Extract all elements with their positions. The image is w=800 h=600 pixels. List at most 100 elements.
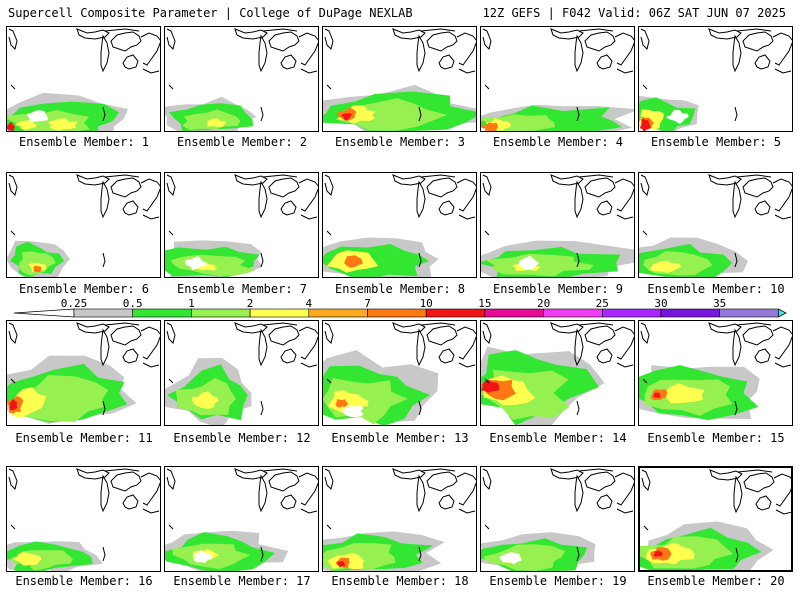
shoreline-mark <box>102 400 106 416</box>
ensemble-member-map-12 <box>164 320 319 426</box>
great-lakes-outline <box>166 28 176 50</box>
great-lakes-outline <box>732 328 742 367</box>
scp-contour-fill <box>9 399 18 411</box>
great-lakes-outline <box>258 34 268 73</box>
great-lakes-outline <box>416 474 426 513</box>
great-lakes-outline <box>426 325 458 346</box>
great-lakes-outline <box>420 28 476 66</box>
great-lakes-outline <box>616 214 634 220</box>
great-lakes-outline <box>420 174 476 212</box>
great-lakes-outline <box>280 54 297 70</box>
scp-contour-fill <box>339 98 448 131</box>
great-lakes-outline <box>742 31 774 52</box>
shoreline-mark <box>102 106 106 122</box>
contour-gap <box>665 109 689 125</box>
great-lakes-outline <box>550 28 584 40</box>
great-lakes-outline <box>392 28 426 40</box>
shoreline-mark <box>642 230 648 236</box>
great-lakes-outline <box>262 28 318 66</box>
ensemble-member-map-18 <box>322 466 477 572</box>
ensemble-member-label: Ensemble Member: 5 <box>650 135 782 149</box>
ensemble-member-map-6 <box>6 172 161 278</box>
shoreline-mark <box>168 230 174 236</box>
colorbar-tick-label: 0.5 <box>123 297 143 310</box>
great-lakes-outline <box>640 322 650 344</box>
great-lakes-outline <box>754 200 771 216</box>
great-lakes-outline <box>482 28 492 50</box>
great-lakes-outline <box>324 28 334 50</box>
great-lakes-outline <box>280 348 297 364</box>
shoreline-mark <box>326 230 332 236</box>
great-lakes-outline <box>596 348 613 364</box>
shoreline-mark <box>643 525 649 531</box>
great-lakes-outline <box>420 322 476 360</box>
great-lakes-outline <box>258 180 268 219</box>
great-lakes-outline <box>596 54 613 70</box>
great-lakes-outline <box>736 322 792 360</box>
great-lakes-outline <box>743 472 775 493</box>
ensemble-member-map-15 <box>638 320 793 426</box>
great-lakes-outline <box>142 362 160 368</box>
great-lakes-outline <box>550 468 584 480</box>
scp-contour-fill <box>664 383 705 404</box>
great-lakes-outline <box>640 174 650 196</box>
scp-contour-fill <box>483 544 565 571</box>
shoreline-mark <box>10 84 16 90</box>
great-lakes-outline <box>416 34 426 73</box>
great-lakes-outline <box>268 325 300 346</box>
great-lakes-outline <box>8 468 18 490</box>
great-lakes-outline <box>258 328 268 367</box>
great-lakes-outline <box>574 34 584 73</box>
great-lakes-outline <box>742 177 774 198</box>
great-lakes-outline <box>550 174 584 186</box>
scp-field-map <box>165 468 318 571</box>
great-lakes-outline <box>426 177 458 198</box>
great-lakes-outline <box>742 325 774 346</box>
shoreline-mark <box>642 378 648 384</box>
colorbar-segment <box>308 308 368 318</box>
great-lakes-outline <box>110 471 142 492</box>
colorbar-tick-label: 35 <box>713 297 726 310</box>
scp-contour-fill <box>649 260 682 273</box>
great-lakes-outline <box>574 328 584 367</box>
shoreline-mark <box>168 84 174 90</box>
ensemble-member-map-14 <box>480 320 635 426</box>
scp-field-map <box>481 468 634 571</box>
great-lakes-outline <box>438 200 455 216</box>
shoreline-mark <box>326 524 332 530</box>
shoreline-mark <box>484 524 490 530</box>
scp-field-map <box>7 468 160 571</box>
great-lakes-outline <box>596 494 613 510</box>
great-lakes-outline <box>268 177 300 198</box>
great-lakes-outline <box>300 362 318 368</box>
great-lakes-outline <box>122 348 139 364</box>
great-lakes-outline <box>584 471 616 492</box>
shoreline-mark <box>576 400 580 416</box>
scp-field-map <box>323 28 476 131</box>
great-lakes-outline <box>578 28 634 66</box>
great-lakes-outline <box>426 471 458 492</box>
great-lakes-outline <box>733 475 743 514</box>
shoreline-mark <box>734 106 738 122</box>
ensemble-member-map-16 <box>6 466 161 572</box>
scp-field-map <box>640 469 791 570</box>
great-lakes-outline <box>234 174 268 186</box>
scp-field-map <box>639 322 792 421</box>
great-lakes-outline <box>438 494 455 510</box>
great-lakes-outline <box>100 328 110 367</box>
contour-gap <box>518 255 540 270</box>
shoreline-mark <box>734 252 738 268</box>
great-lakes-outline <box>482 322 492 344</box>
shoreline-mark <box>102 546 106 562</box>
colorbar-tick-label: 4 <box>305 297 312 310</box>
great-lakes-outline <box>76 28 110 40</box>
scp-contour-fill <box>327 390 369 414</box>
shoreline-mark <box>260 252 264 268</box>
great-lakes-outline <box>300 68 318 74</box>
great-lakes-outline <box>584 31 616 52</box>
shoreline-mark <box>484 230 490 236</box>
great-lakes-outline <box>258 474 268 513</box>
colorbar-tick-label: 0.25 <box>61 297 88 310</box>
scp-contour-fill <box>639 118 651 131</box>
shoreline-mark <box>576 546 580 562</box>
